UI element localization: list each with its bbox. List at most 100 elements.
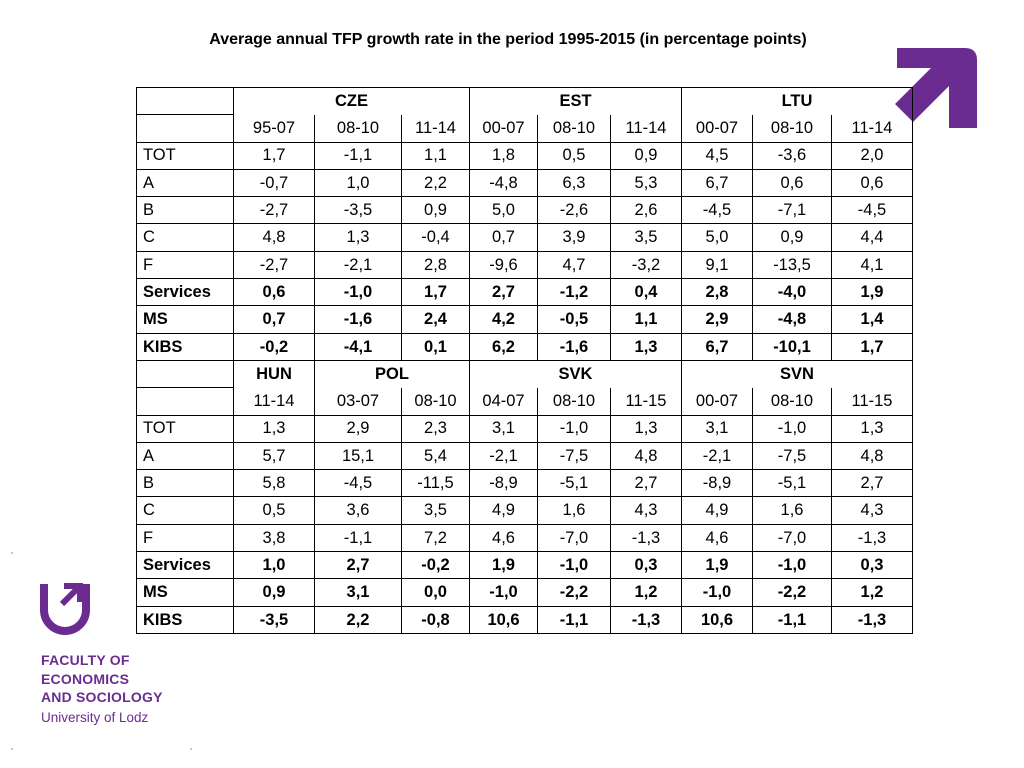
table-cell: -1,0	[752, 551, 832, 580]
table-cell: 0,6	[752, 168, 832, 198]
table-cell: 2,2	[314, 605, 402, 634]
table-cell: -4,1	[314, 332, 402, 361]
table-cell: 5,4	[401, 441, 470, 471]
table-cell: 0,9	[752, 223, 832, 252]
table-cell: 2,7	[314, 551, 402, 580]
table-cell: -1,2	[537, 278, 611, 307]
table-cell: -0,2	[401, 551, 470, 580]
period-header: 00-07	[681, 114, 753, 143]
table-row: MS 0,7 -1,6 2,4 4,2 -0,5 1,1 2,9 -4,8 1,4	[136, 305, 913, 334]
country-header: LTU	[681, 86, 913, 115]
table-cell: 2,9	[681, 305, 753, 334]
table-cell: 3,1	[469, 414, 538, 443]
table-cell: 1,8	[469, 141, 538, 170]
table-cell: 1,7	[233, 141, 315, 170]
table-cell: -1,3	[831, 605, 913, 634]
table-cell: 1,3	[314, 223, 402, 252]
table-cell: -3,2	[610, 250, 682, 280]
table-cell: -5,1	[752, 469, 832, 498]
table-cell: 0,9	[610, 141, 682, 170]
table-cell: 2,8	[401, 250, 470, 280]
table-cell: -11,5	[401, 469, 470, 498]
table-cell: 1,9	[831, 278, 913, 307]
period-header: 08-10	[752, 387, 832, 416]
period-header: 11-15	[610, 387, 682, 416]
table-cell: -13,5	[752, 250, 832, 280]
table-cell: -4,0	[752, 278, 832, 307]
table-cell: -0,2	[233, 332, 315, 361]
table-cell: -1,1	[314, 523, 402, 553]
table-cell: -7,5	[537, 441, 611, 471]
country-header: HUN	[233, 359, 315, 388]
country-header: EST	[469, 86, 682, 115]
faculty-line: FACULTY OF	[41, 652, 130, 668]
table-cell: 1,9	[469, 551, 538, 580]
table-cell: 0,7	[233, 305, 315, 334]
table-cell: -1,3	[831, 523, 913, 553]
table-cell: 1,1	[610, 305, 682, 334]
table-cell: 4,9	[681, 496, 753, 525]
country-header: SVK	[469, 359, 682, 388]
table-cell: 1,7	[831, 332, 913, 361]
table-cell: 4,5	[681, 141, 753, 170]
table-cell: 0,5	[233, 496, 315, 525]
table-cell: -1,1	[314, 141, 402, 170]
table-row: MS 0,9 3,1 0,0 -1,0 -2,2 1,2 -1,0 -2,2 1,2	[136, 578, 913, 607]
table-cell: 0,6	[233, 278, 315, 307]
corner-cell	[136, 114, 234, 143]
table-cell: 0,5	[537, 141, 611, 170]
row-label: F	[136, 523, 234, 553]
table-cell: 2,3	[401, 414, 470, 443]
row-label: Services	[136, 278, 234, 307]
table-cell: -1,0	[314, 278, 402, 307]
table-cell: 1,3	[233, 414, 315, 443]
row-label: TOT	[136, 141, 234, 170]
period-header: 04-07	[469, 387, 538, 416]
table-row: KIBS -0,2 -4,1 0,1 6,2 -1,6 1,3 6,7 -10,1 1,7	[136, 332, 913, 361]
row-label: B	[136, 469, 234, 498]
table-cell: 3,5	[610, 223, 682, 252]
row-label: MS	[136, 305, 234, 334]
table-cell: 2,9	[314, 414, 402, 443]
tfp-table: CZE EST LTU 95-07 08-10 11-14 00-07 08-10 11-14 0…	[136, 86, 913, 634]
table-cell: -2,1	[314, 250, 402, 280]
table-cell: -3,5	[314, 196, 402, 225]
table-cell: 4,3	[831, 496, 913, 525]
table-cell: 1,6	[537, 496, 611, 525]
decorative-dot	[11, 748, 13, 750]
table-cell: 1,0	[233, 551, 315, 580]
table-cell: -2,2	[537, 578, 611, 607]
table-cell: 1,2	[831, 578, 913, 607]
table-cell: -2,1	[469, 441, 538, 471]
table-cell: 1,3	[610, 414, 682, 443]
table-cell: -0,8	[401, 605, 470, 634]
table-cell: -4,5	[314, 469, 402, 498]
period-header: 11-14	[831, 114, 913, 143]
table-row: A 5,7 15,1 5,4 -2,1 -7,5 4,8 -2,1 -7,5 4,8	[136, 441, 913, 471]
table-cell: -4,8	[752, 305, 832, 334]
table-cell: 4,6	[469, 523, 538, 553]
period-header: 08-10	[752, 114, 832, 143]
table-cell: 2,8	[681, 278, 753, 307]
table-cell: 5,3	[610, 168, 682, 198]
table-cell: -7,1	[752, 196, 832, 225]
table-row: Services 1,0 2,7 -0,2 1,9 -1,0 0,3 1,9 -1,0 0,3	[136, 551, 913, 580]
table-cell: -7,0	[752, 523, 832, 553]
table-cell: 0,6	[831, 168, 913, 198]
table-cell: -0,7	[233, 168, 315, 198]
table-cell: 0,9	[233, 578, 315, 607]
row-label: C	[136, 223, 234, 252]
table-cell: 1,4	[831, 305, 913, 334]
period-header-row: 95-07 08-10 11-14 00-07 08-10 11-14 00-07 08-10…	[136, 114, 913, 143]
table-cell: 2,7	[610, 469, 682, 498]
table-cell: 1,7	[401, 278, 470, 307]
period-header: 00-07	[469, 114, 538, 143]
table-cell: -1,0	[681, 578, 753, 607]
table-cell: 6,2	[469, 332, 538, 361]
table-row: TOT 1,7 -1,1 1,1 1,8 0,5 0,9 4,5 -3,6 2,0	[136, 141, 913, 170]
country-header: CZE	[233, 86, 470, 115]
table-cell: 1,6	[752, 496, 832, 525]
table-row: Services 0,6 -1,0 1,7 2,7 -1,2 0,4 2,8 -4,0 1,9	[136, 278, 913, 307]
period-header: 11-14	[233, 387, 315, 416]
period-header: 08-10	[401, 387, 470, 416]
